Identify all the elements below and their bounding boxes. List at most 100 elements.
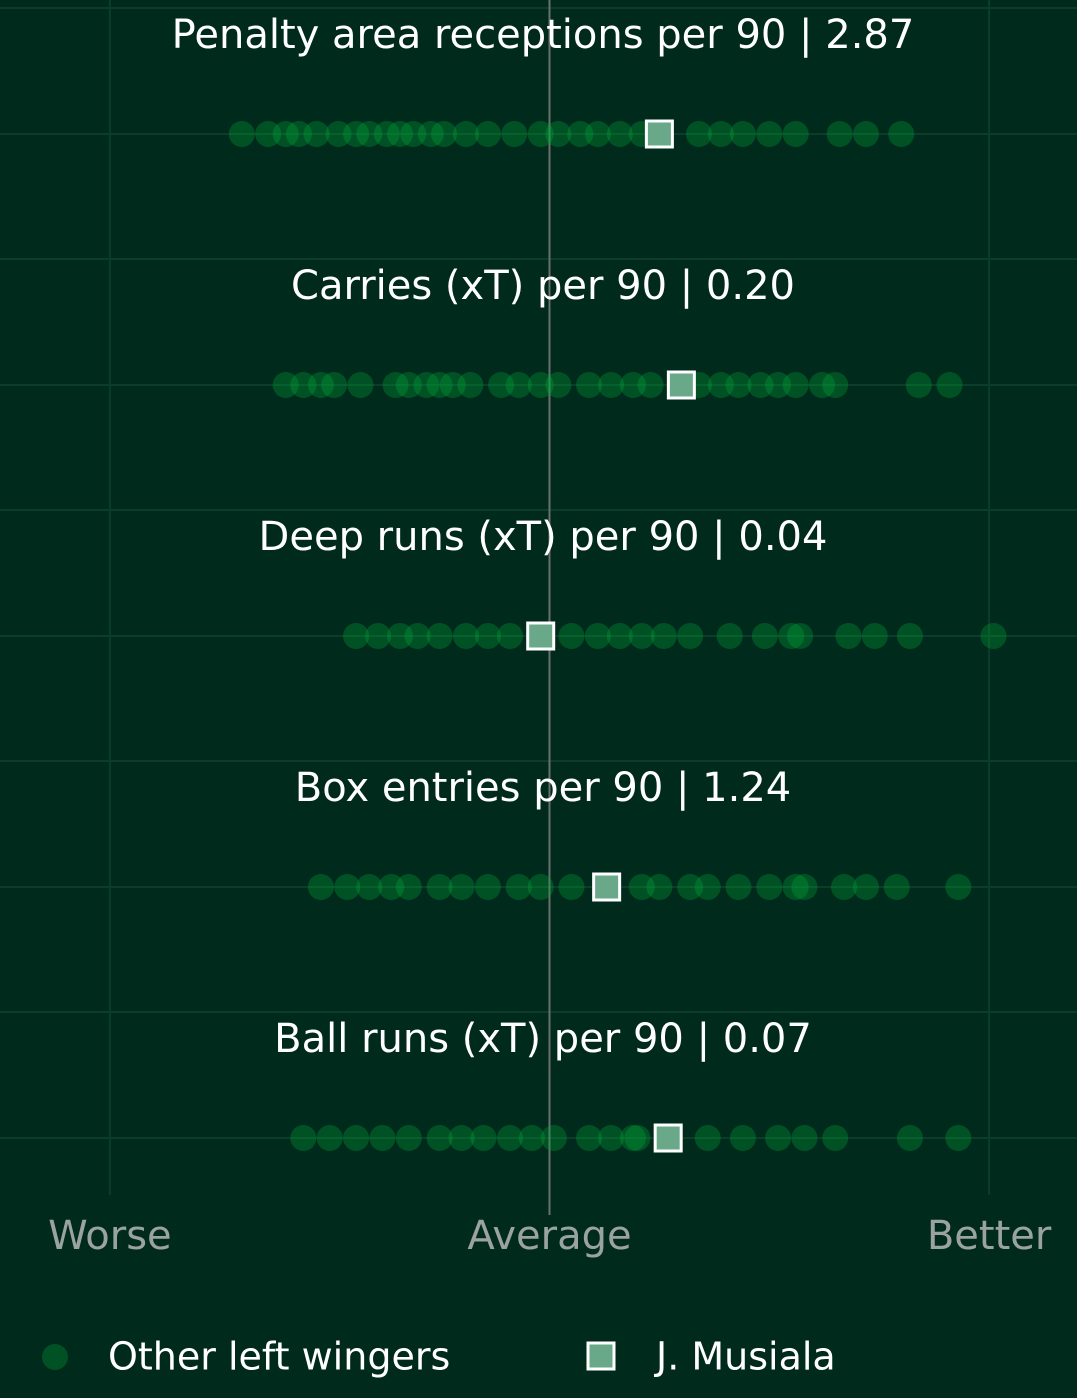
player-dot (677, 623, 704, 649)
player-dot (787, 623, 814, 649)
player-dot (883, 874, 910, 900)
player-dot (426, 372, 453, 398)
player-dot (628, 623, 655, 649)
player-dot (756, 121, 783, 147)
player-dot (452, 121, 479, 147)
player-dot (356, 874, 383, 900)
player-dot (540, 1125, 567, 1151)
labels: Worse Average Better Penalty area reception… (48, 12, 1052, 1259)
player-dot (426, 874, 453, 900)
player-dot (782, 874, 809, 900)
player-dot (343, 623, 370, 649)
player-dot (584, 623, 611, 649)
player-dot (747, 372, 774, 398)
player-dot (822, 372, 849, 398)
player-dot (378, 874, 405, 900)
player-dot (694, 874, 721, 900)
musiala-marker (653, 1123, 683, 1153)
metric-title: Ball runs (xT) per 90 | 0.07 (274, 1016, 812, 1062)
player-dot (782, 372, 809, 398)
player-dot (725, 874, 752, 900)
player-dot (457, 372, 484, 398)
player-dot (474, 121, 501, 147)
player-dot (527, 121, 554, 147)
player-dot (382, 372, 409, 398)
player-dot (488, 372, 515, 398)
player-dot (725, 372, 752, 398)
player-dot (255, 121, 282, 147)
player-dot (567, 121, 594, 147)
player-dot (598, 372, 625, 398)
legend-square (586, 1341, 616, 1371)
player-dot (852, 874, 879, 900)
player-dot (272, 372, 299, 398)
player-dot (452, 623, 479, 649)
metric-title: Box entries per 90 | 1.24 (295, 765, 791, 811)
player-dot (303, 121, 330, 147)
player-dot (936, 372, 963, 398)
player-dot (505, 372, 532, 398)
player-dot (527, 874, 554, 900)
player-dot (505, 874, 532, 900)
player-dot (496, 1125, 523, 1151)
player-dot (707, 372, 734, 398)
player-dot (765, 1125, 792, 1151)
player-dot (782, 121, 809, 147)
player-dot (606, 623, 633, 649)
x-tick-label: Better (927, 1213, 1052, 1259)
player-dot (470, 1125, 497, 1151)
player-dot (290, 372, 317, 398)
player-dot (861, 623, 888, 649)
player-dot (980, 623, 1007, 649)
player-dot (677, 874, 704, 900)
player-dot (835, 623, 862, 649)
x-tick-label: Average (467, 1213, 631, 1259)
player-dot (474, 874, 501, 900)
player-dot (518, 1125, 545, 1151)
player-dot (620, 1125, 647, 1151)
player-dot (285, 121, 312, 147)
player-dot (448, 874, 475, 900)
player-dot (576, 372, 603, 398)
player-dot (729, 1125, 756, 1151)
player-dot (413, 372, 440, 398)
player-dot (852, 121, 879, 147)
player-dot (765, 372, 792, 398)
player-dot (439, 372, 466, 398)
metric-title: Penalty area receptions per 90 | 2.87 (172, 12, 915, 58)
player-dot (387, 121, 414, 147)
musiala-marker (666, 370, 696, 400)
player-dot (272, 121, 299, 147)
player-dot (576, 1125, 603, 1151)
player-dot (888, 121, 915, 147)
musiala-marker (526, 621, 556, 651)
player-dot (685, 121, 712, 147)
player-dot (496, 623, 523, 649)
musiala-marker (592, 872, 622, 902)
player-dot (474, 623, 501, 649)
player-dot (347, 372, 374, 398)
player-dot (584, 121, 611, 147)
player-dot (707, 121, 734, 147)
player-dot (896, 623, 923, 649)
player-dot (822, 1125, 849, 1151)
player-dot (791, 1125, 818, 1151)
player-dot (430, 121, 457, 147)
player-dot (778, 623, 805, 649)
player-dot (791, 874, 818, 900)
player-dot (307, 874, 334, 900)
player-dot (387, 623, 414, 649)
player-dot (628, 874, 655, 900)
player-dot (716, 623, 743, 649)
player-dot (545, 372, 572, 398)
player-dot (646, 874, 673, 900)
player-dot (228, 121, 255, 147)
player-dot (756, 874, 783, 900)
player-dot (809, 372, 836, 398)
player-dot (751, 623, 778, 649)
player-dot (369, 1125, 396, 1151)
player-dot (637, 372, 664, 398)
player-dot (325, 121, 352, 147)
player-dot (826, 121, 853, 147)
